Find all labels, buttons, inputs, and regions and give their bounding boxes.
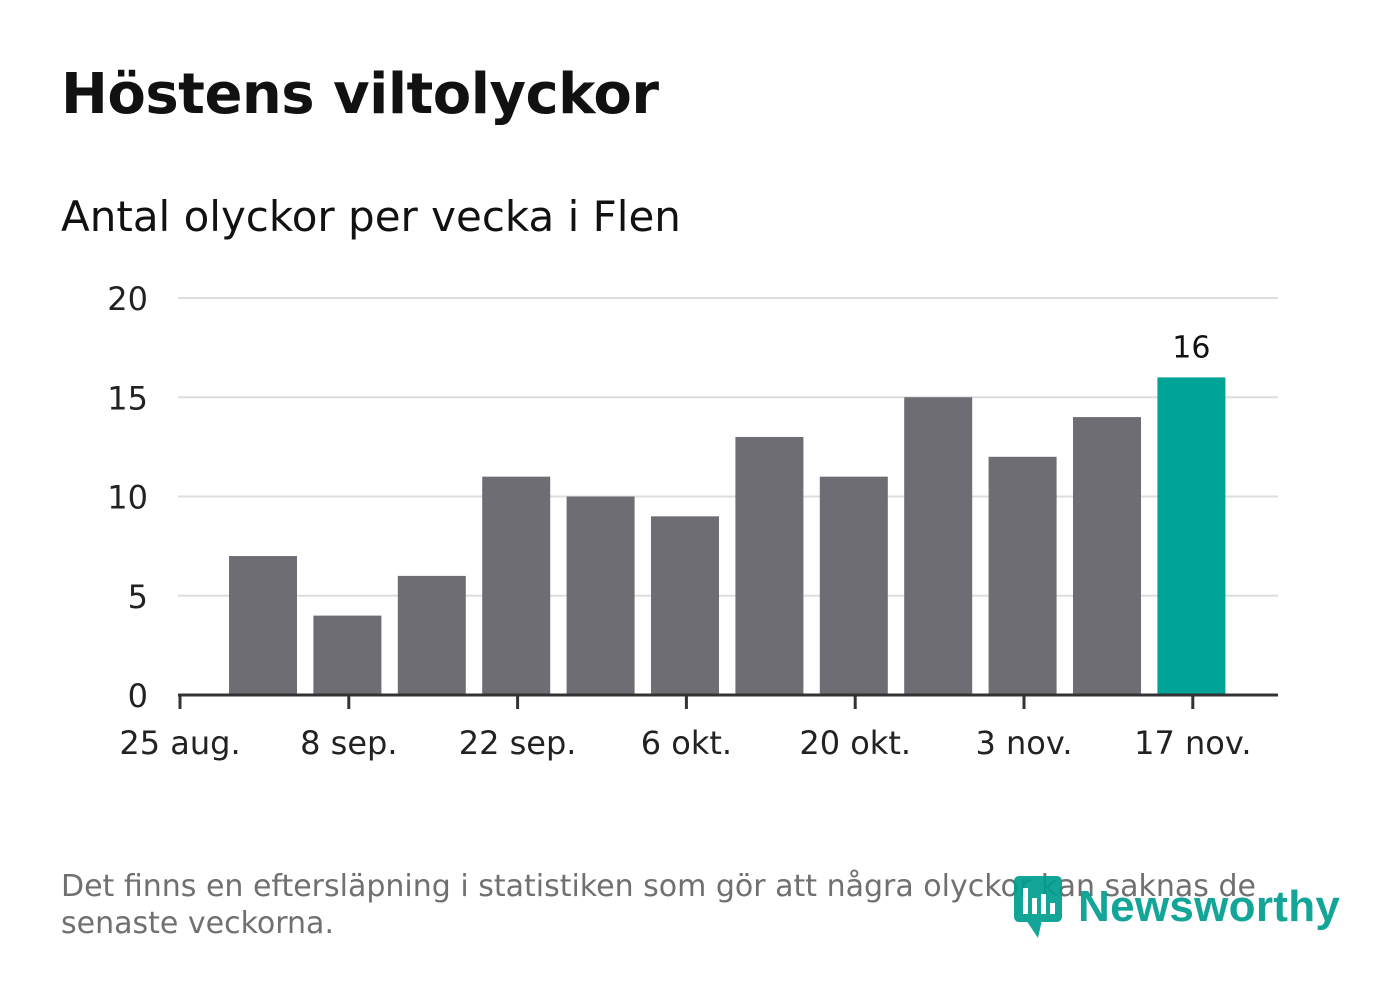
x-tick-label: 17 nov. — [1134, 724, 1251, 762]
bar-highlighted — [1157, 377, 1226, 695]
bar — [735, 436, 804, 695]
bar — [313, 615, 382, 695]
chart-title: Höstens viltolyckor — [61, 62, 659, 127]
bar — [397, 575, 466, 695]
bar — [482, 476, 551, 695]
bar — [651, 516, 719, 695]
bar-value-label: 16 — [1172, 330, 1210, 365]
y-tick-label: 5 — [128, 578, 148, 616]
bar — [988, 456, 1057, 695]
x-tick-label: 25 aug. — [119, 724, 240, 762]
bar — [904, 397, 973, 695]
x-tick-label: 8 sep. — [300, 724, 397, 762]
bar — [819, 476, 888, 695]
bar — [566, 496, 635, 695]
newsworthy-logo: Newsworthy — [1012, 872, 1340, 942]
newsworthy-logo-icon — [1014, 876, 1062, 938]
x-tick-label: 20 okt. — [799, 724, 911, 762]
bar — [1073, 417, 1141, 695]
y-tick-label: 0 — [128, 677, 148, 715]
y-tick-label: 20 — [107, 280, 148, 318]
y-tick-label: 15 — [107, 379, 148, 417]
x-tick-label: 6 okt. — [641, 724, 732, 762]
x-tick-label: 3 nov. — [975, 724, 1072, 762]
chart-subtitle: Antal olyckor per vecka i Flen — [61, 192, 681, 241]
newsworthy-logo-text: Newsworthy — [1078, 882, 1341, 931]
x-tick-label: 22 sep. — [459, 724, 577, 762]
y-tick-label: 10 — [107, 479, 148, 517]
bar — [229, 556, 297, 695]
